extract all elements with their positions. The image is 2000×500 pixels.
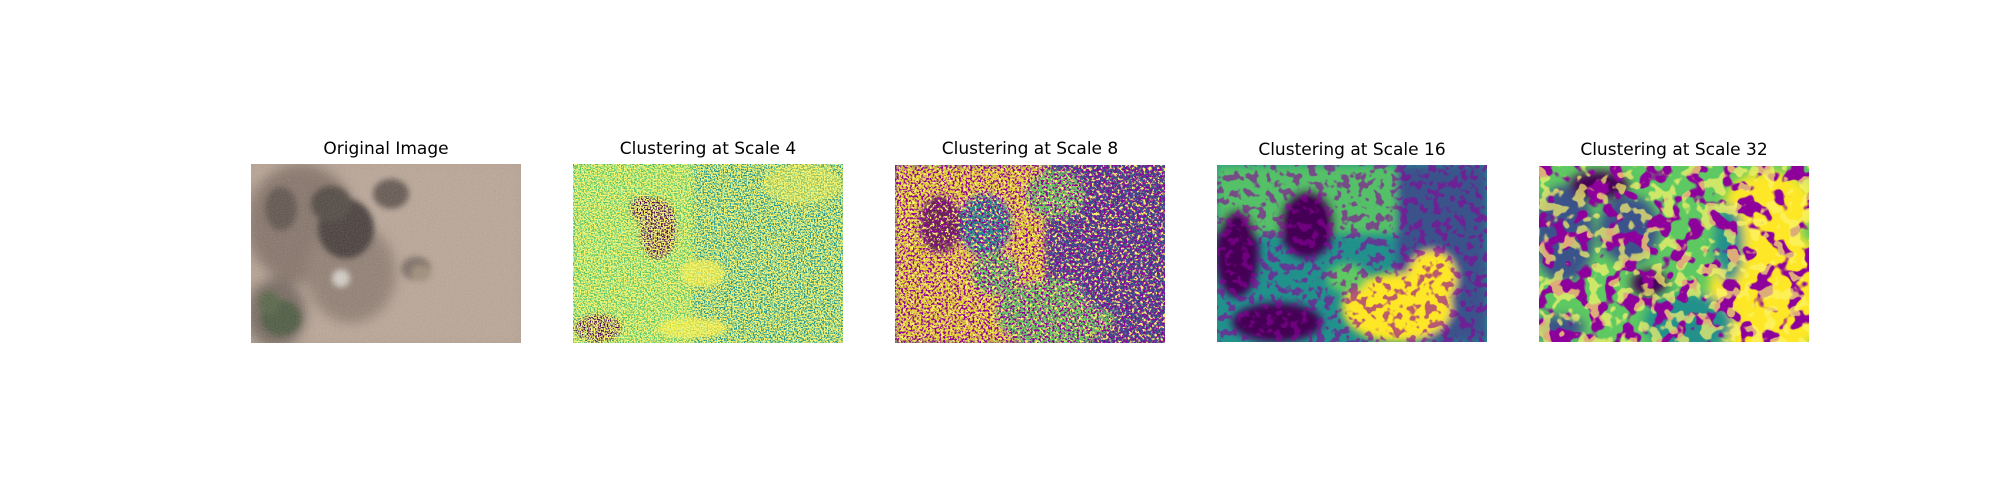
cluster-map-scale-16 [1217, 165, 1487, 342]
panel-title: Clustering at Scale 8 [941, 139, 1119, 159]
panel-title: Clustering at Scale 16 [1258, 140, 1446, 160]
panel-title: Original Image [323, 139, 449, 159]
panel-title: Clustering at Scale 32 [1580, 140, 1768, 160]
cluster-map-scale-4 [573, 164, 843, 343]
cluster-map-scale-32 [1539, 166, 1809, 342]
panel-title: Clustering at Scale 4 [619, 139, 797, 159]
cluster-map-scale-8 [895, 165, 1165, 343]
original-aerial-photo [251, 164, 521, 343]
